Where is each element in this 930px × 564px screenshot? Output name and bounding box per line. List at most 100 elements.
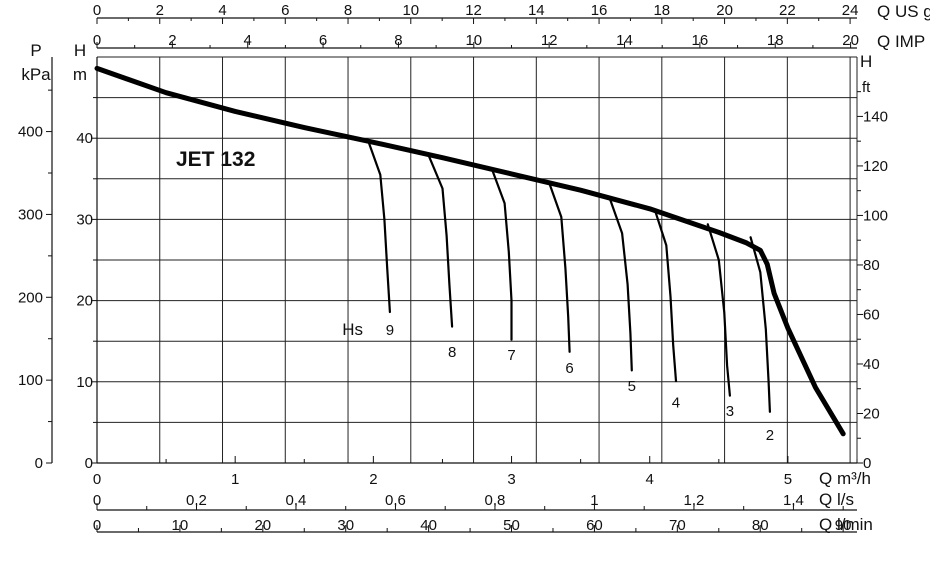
head-m-tick-label: 30	[76, 211, 93, 228]
q-lmin-tick-label: 10	[172, 517, 189, 534]
hs-curve-4	[654, 210, 678, 383]
q-usgpm-tick-label: 16	[591, 2, 608, 19]
head-ft-tick-label: 60	[863, 306, 880, 323]
pressure-axis-label-bottom: kPa	[21, 65, 51, 84]
q-m3h-tick-label: 1	[231, 471, 239, 488]
q-m3h-tick-label: 2	[369, 471, 377, 488]
suction-height-label: 7	[507, 347, 515, 364]
q-usgpm-tick-label: 6	[281, 2, 289, 19]
q-m3h-tick-label: 3	[507, 471, 515, 488]
hs-curve-7	[491, 168, 513, 341]
q-ls-axis-label: Q l/s	[819, 490, 854, 509]
q-usgpm-tick-label: 4	[218, 2, 226, 19]
q-m3h-tick-label: 4	[646, 471, 654, 488]
q-lmin-tick-label: 40	[420, 517, 437, 534]
chart-title: JET 132	[176, 148, 255, 171]
head-ft-tick-label: 40	[863, 356, 880, 373]
q-m3h-tick-label: 0	[93, 471, 101, 488]
q-ls-tick-label: 1,2	[684, 492, 705, 509]
suction-height-label: 8	[448, 344, 456, 361]
hs-curve-6	[547, 180, 571, 353]
q-lmin-tick-label: 90	[835, 517, 852, 534]
q-usgpm-tick-label: 0	[93, 2, 101, 19]
q-impgpm-tick-label: 16	[692, 32, 709, 49]
grid	[96, 56, 858, 464]
q-impgpm-tick-label: 6	[319, 32, 327, 49]
q-ls-tick-label: 0,6	[385, 492, 406, 509]
q-lmin-tick-label: 30	[337, 517, 354, 534]
pump-curve-line	[94, 65, 846, 437]
q-ls-tick-label: 1,4	[783, 492, 804, 509]
pressure-tick-label: 100	[18, 372, 43, 389]
suction-height-label: 6	[565, 360, 573, 377]
hs-curve-3	[706, 223, 731, 397]
hs-curve-5	[608, 197, 633, 372]
q-usgpm-tick-label: 2	[156, 2, 164, 19]
q-ls-tick-label: 0	[93, 492, 101, 509]
curves	[94, 65, 846, 437]
head-ft-tick-label: 140	[863, 108, 888, 125]
q-lmin-tick-label: 0	[93, 517, 101, 534]
q-usgpm-tick-label: 12	[465, 2, 482, 19]
q-lmin-tick-label: 80	[752, 517, 769, 534]
q-impgpm-tick-label: 20	[842, 32, 859, 49]
q-usgpm-tick-label: 14	[528, 2, 545, 19]
q-usgpm-tick-label: 10	[402, 2, 419, 19]
q-impgpm-axis-label: Q IMP gpm	[877, 32, 930, 51]
q-usgpm-tick-label: 8	[344, 2, 352, 19]
q-impgpm-tick-label: 0	[93, 32, 101, 49]
q-usgpm-tick-label: 18	[653, 2, 670, 19]
q-impgpm-tick-label: 2	[168, 32, 176, 49]
hs-label: Hs	[342, 320, 363, 339]
q-impgpm-tick-label: 14	[616, 32, 633, 49]
head-ft-axis-label-bottom: ft	[862, 79, 871, 96]
pressure-tick-label: 300	[18, 206, 43, 223]
q-lmin-axis-label: Q l/min	[819, 515, 873, 534]
head-m-tick-label: 10	[76, 374, 93, 391]
q-impgpm-tick-label: 4	[244, 32, 252, 49]
head-ft-tick-label: 0	[863, 455, 871, 472]
head-ft-axis-label-top: H	[860, 52, 872, 71]
q-impgpm-tick-label: 18	[767, 32, 784, 49]
q-usgpm-tick-label: 24	[842, 2, 859, 19]
q-m3h-axis-label: Q m³/h	[819, 469, 871, 488]
pressure-tick-label: 0	[35, 455, 43, 472]
q-usgpm-tick-label: 22	[779, 2, 796, 19]
suction-height-label: 9	[386, 322, 394, 339]
head-m-tick-label: 40	[76, 130, 93, 147]
q-lmin-tick-label: 60	[586, 517, 603, 534]
q-lmin-tick-label: 20	[254, 517, 271, 534]
head-ft-tick-label: 80	[863, 257, 880, 274]
q-lmin-tick-label: 70	[669, 517, 686, 534]
q-usgpm-axis-label: Q US gpm	[877, 2, 930, 21]
q-ls-tick-label: 0,8	[485, 492, 506, 509]
hs-curve-9	[366, 138, 391, 314]
head-ft-tick-label: 20	[863, 405, 880, 422]
hs-curve-8	[427, 154, 454, 328]
head-ft-tick-label: 120	[863, 158, 888, 175]
q-ls-tick-label: 0,4	[286, 492, 307, 509]
q-impgpm-tick-label: 10	[465, 32, 482, 49]
labels: Hs 9 8 7 6 5 4 3 2	[342, 320, 774, 444]
head-ft-tick-label: 100	[863, 207, 888, 224]
q-ls-tick-label: 1	[590, 492, 598, 509]
suction-height-label: 5	[628, 378, 636, 395]
head-m-axis-label-bottom: m	[73, 65, 87, 84]
head-m-tick-label: 20	[76, 293, 93, 310]
q-m3h-tick-label: 5	[784, 471, 792, 488]
pressure-tick-label: 400	[18, 124, 43, 141]
q-usgpm-tick-label: 20	[716, 2, 733, 19]
q-ls-tick-label: 0,2	[186, 492, 207, 509]
q-lmin-tick-label: 50	[503, 517, 520, 534]
head-m-tick-label: 0	[85, 455, 93, 472]
suction-height-label: 3	[726, 403, 734, 420]
q-impgpm-tick-label: 8	[394, 32, 402, 49]
q-impgpm-tick-label: 12	[541, 32, 558, 49]
head-m-axis-label-top: H	[74, 41, 86, 60]
suction-height-label: 4	[672, 394, 680, 411]
suction-height-label: 2	[766, 427, 774, 444]
hs-curve-2	[749, 236, 771, 413]
pressure-tick-label: 200	[18, 289, 43, 306]
